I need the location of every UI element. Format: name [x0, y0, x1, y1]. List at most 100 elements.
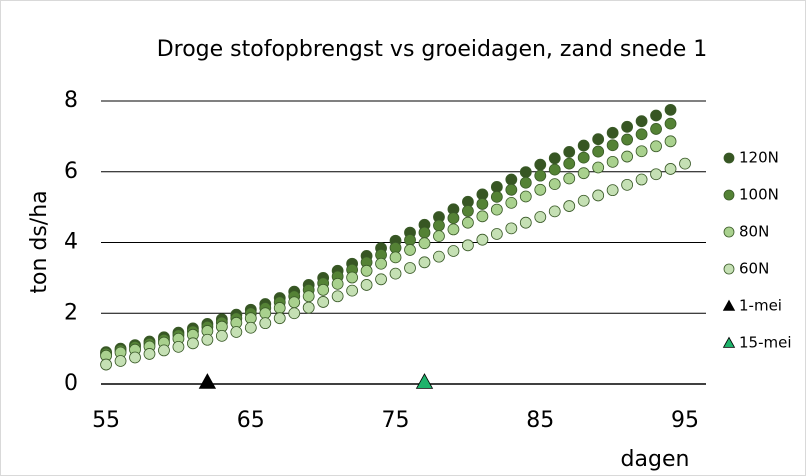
marker — [476, 198, 489, 210]
marker — [447, 212, 460, 224]
marker — [621, 133, 634, 146]
marker — [490, 181, 503, 193]
marker — [606, 139, 619, 152]
marker — [447, 245, 460, 257]
marker — [548, 178, 561, 191]
marker — [418, 237, 431, 250]
marker — [650, 168, 662, 181]
y-tick-label: 8 — [64, 88, 78, 113]
legend-marker — [723, 152, 735, 164]
marker — [534, 169, 547, 182]
marker — [505, 196, 518, 209]
marker — [317, 284, 330, 296]
marker — [433, 250, 445, 263]
marker — [650, 109, 662, 122]
marker — [404, 244, 416, 256]
marker — [288, 296, 301, 309]
marker — [664, 117, 677, 130]
marker — [273, 302, 286, 314]
marker — [635, 115, 648, 128]
marker — [505, 183, 518, 196]
marker — [505, 222, 518, 235]
marker — [143, 348, 156, 360]
y-tick-label: 2 — [64, 300, 78, 325]
marker — [114, 355, 127, 367]
marker — [198, 373, 217, 389]
marker — [563, 172, 576, 185]
x-tick-label: 95 — [671, 408, 699, 433]
marker — [331, 277, 344, 290]
marker — [534, 158, 547, 171]
y-tick-label: 4 — [64, 230, 78, 255]
marker — [664, 163, 677, 175]
marker — [375, 273, 387, 286]
y-axis-label: ton ds/ha — [27, 190, 52, 293]
marker — [664, 103, 677, 116]
marker — [187, 337, 199, 350]
marker — [592, 145, 605, 158]
marker — [360, 264, 373, 277]
legend-marker — [723, 189, 735, 201]
marker — [346, 284, 359, 297]
marker — [577, 194, 590, 207]
marker — [100, 358, 112, 371]
marker — [346, 271, 359, 284]
legend-label: 60N — [739, 260, 769, 278]
marker — [577, 167, 590, 180]
marker — [664, 135, 677, 148]
marker — [259, 307, 272, 320]
marker — [317, 296, 330, 308]
legend-marker — [722, 299, 736, 311]
marker — [158, 344, 170, 357]
legend-marker — [723, 226, 735, 238]
marker — [606, 184, 619, 197]
legend-label: 1-mei — [739, 297, 782, 315]
legend-label: 120N — [739, 149, 779, 167]
marker — [548, 163, 561, 176]
marker — [490, 203, 503, 216]
marker — [548, 205, 561, 218]
marker — [389, 267, 402, 280]
marker — [433, 230, 445, 243]
marker — [129, 351, 141, 364]
legend-label: 15-mei — [739, 334, 792, 352]
marker — [244, 321, 257, 334]
marker — [563, 157, 576, 170]
x-axis-label: dagen — [621, 447, 690, 472]
x-tick-label: 55 — [92, 408, 120, 433]
marker — [621, 120, 634, 133]
marker — [606, 155, 619, 168]
legend-marker — [722, 336, 736, 348]
marker — [447, 223, 460, 236]
marker — [534, 183, 547, 196]
marker — [635, 173, 648, 186]
legend-marker — [723, 263, 735, 275]
marker — [548, 152, 561, 165]
marker — [462, 239, 474, 252]
marker — [331, 290, 344, 303]
marker — [476, 210, 489, 223]
marker — [273, 312, 286, 325]
marker — [201, 333, 214, 346]
marker — [172, 340, 185, 353]
marker — [621, 178, 634, 191]
marker — [415, 373, 434, 389]
x-tick-label: 65 — [237, 408, 265, 433]
marker — [563, 200, 576, 212]
marker — [650, 140, 662, 153]
marker — [462, 216, 474, 229]
marker — [621, 150, 634, 163]
legend-label: 80N — [739, 223, 769, 241]
marker — [635, 128, 648, 141]
marker — [519, 190, 532, 203]
marker — [476, 233, 489, 246]
marker — [302, 290, 315, 303]
marker — [375, 257, 387, 270]
marker — [404, 262, 416, 274]
marker — [592, 189, 605, 202]
marker — [534, 211, 547, 223]
y-tick-label: 0 — [64, 371, 78, 396]
marker — [418, 256, 431, 269]
